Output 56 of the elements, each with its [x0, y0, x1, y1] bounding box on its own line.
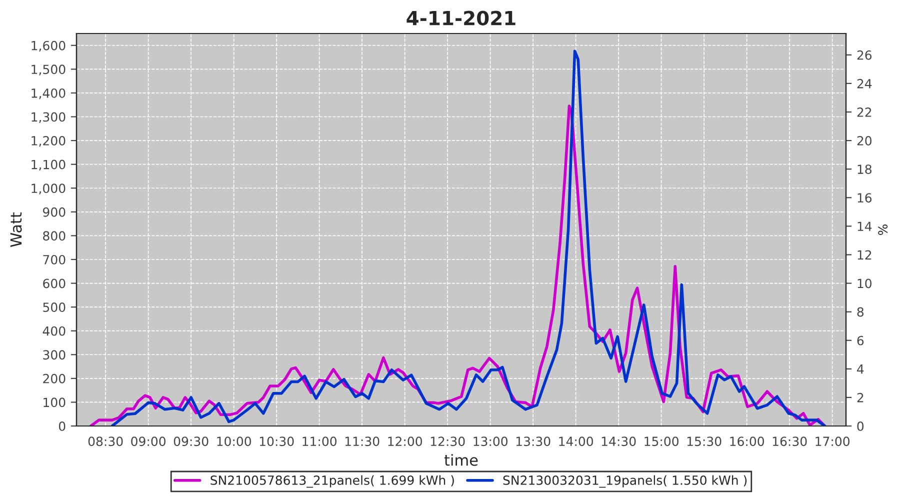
y2-tick-label: 20 — [857, 136, 872, 146]
x-tick-label: 16:00 — [730, 436, 764, 446]
y-tick-label: 600 — [43, 278, 66, 288]
y-tick-label: 1,000 — [32, 184, 66, 194]
y2-tick-label: 0 — [857, 421, 864, 431]
x-tick-label: 14:00 — [559, 436, 593, 446]
x-tick-label: 16:30 — [772, 436, 807, 446]
y2-tick-label: 18 — [858, 164, 872, 174]
y2-tick-label: 22 — [857, 107, 872, 117]
x-tick-label: 13:00 — [474, 436, 508, 446]
y2-tick-label: 12 — [858, 250, 872, 260]
x-tick-label: 09:00 — [131, 436, 166, 446]
y-tick-label: 100 — [44, 398, 66, 408]
y-tick-label: 300 — [43, 350, 66, 360]
y2-tick-label: 16 — [858, 193, 872, 203]
legend-label: SN2130032031_19panels( 1.550 kWh ) — [503, 475, 747, 488]
y2-axis-title: % — [878, 224, 888, 235]
x-axis-title: time — [444, 454, 478, 466]
y2-tick-label: 8 — [857, 307, 864, 317]
y-tick-label: 1,300 — [32, 112, 66, 123]
y2-tick-label: 6 — [857, 336, 864, 346]
x-tick-label: 17:00 — [816, 436, 850, 446]
legend-label: SN2100578613_21panels( 1.699 kWh ) — [210, 475, 454, 488]
x-tick-label: 08:30 — [88, 436, 123, 446]
y2-tick-label: 10 — [858, 278, 872, 288]
y-tick-label: 400 — [42, 326, 66, 336]
chart-title: 4-11-2021 — [406, 10, 516, 26]
y-tick-label: 800 — [43, 231, 66, 241]
y-tick-label: 900 — [43, 207, 66, 217]
y-tick-label: 1,100 — [32, 160, 66, 171]
y-tick-label: 1,200 — [32, 136, 66, 147]
y2-tick-label: 14 — [858, 222, 872, 231]
y-tick-label: 500 — [43, 302, 66, 312]
x-tick-label: 11:30 — [345, 436, 380, 446]
y-tick-label: 1,400 — [32, 88, 66, 100]
line-series — [110, 50, 826, 426]
y-axis-title: Watt — [10, 212, 22, 247]
x-tick-label: 12:30 — [430, 436, 465, 446]
x-tick-label: 14:30 — [602, 436, 636, 446]
x-tick-label: 13:30 — [516, 436, 550, 446]
y2-tick-label: 2 — [857, 392, 864, 402]
x-tick-label: 10:30 — [260, 436, 294, 446]
y2-tick-label: 26 — [857, 50, 872, 60]
y-tick-label: 200 — [43, 374, 66, 384]
y2-tick-label: 24 — [857, 78, 872, 88]
y-tick-label: 0 — [58, 421, 66, 431]
y-tick-label: 700 — [43, 254, 66, 264]
y2-tick-label: 4 — [857, 364, 864, 374]
x-tick-label: 12:00 — [388, 436, 422, 446]
y-tick-label: 1,600 — [32, 40, 66, 52]
y-tick-label: 1,500 — [32, 64, 66, 76]
x-tick-label: 10:00 — [217, 436, 251, 446]
x-tick-label: 15:00 — [644, 436, 678, 446]
x-tick-label: 11:00 — [302, 436, 336, 446]
x-tick-label: 09:30 — [174, 436, 208, 446]
x-tick-label: 15:30 — [687, 436, 722, 446]
